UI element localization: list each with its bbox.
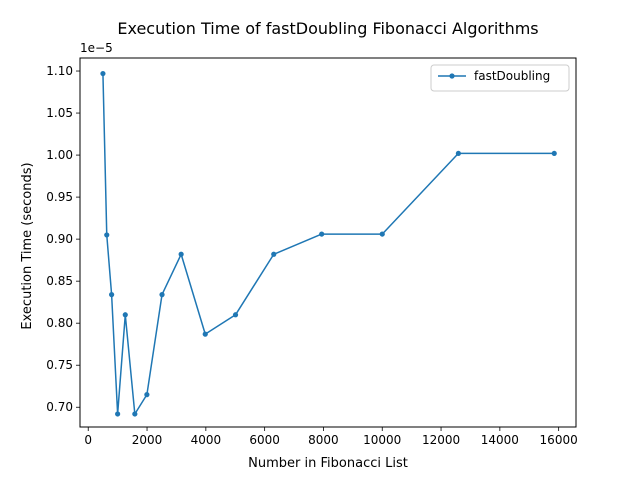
y-tick-label: 0.80 — [46, 316, 73, 330]
legend-marker-swatch — [449, 73, 455, 79]
y-tick-label: 1.05 — [46, 106, 73, 120]
data-point — [132, 411, 138, 417]
data-point — [271, 251, 277, 257]
data-point — [319, 231, 325, 237]
data-point — [115, 411, 121, 417]
series-line — [102, 73, 555, 415]
y-axis-label: Execution Time (seconds) — [20, 162, 35, 329]
y-tick-label: 0.95 — [46, 190, 73, 204]
data-point — [178, 251, 184, 257]
data-point — [144, 392, 150, 398]
x-axis-ticks: 0 2000 4000 6000 8000 10000 12000 14000 16000 — [84, 427, 578, 447]
data-point — [379, 231, 385, 237]
data-point — [202, 331, 208, 337]
data-point — [159, 292, 165, 298]
x-tick-label: 16000 — [540, 433, 578, 447]
data-point — [122, 312, 128, 318]
x-tick-label: 10000 — [363, 433, 401, 447]
data-point — [551, 150, 557, 157]
legend-label: fastDoubling — [474, 69, 550, 83]
x-tick-label: 4000 — [191, 433, 222, 447]
y-tick-label: 0.70 — [46, 400, 73, 414]
legend: fastDoubling — [430, 64, 570, 92]
y-axis-ticks: 0.70 0.75 0.80 0.85 0.90 0.95 1.00 1.05 1.10 — [46, 64, 80, 414]
y-tick-label: 0.85 — [46, 274, 73, 288]
x-axis-label: Number in Fibonacci List — [248, 456, 408, 471]
x-tick-label: 2000 — [132, 433, 163, 447]
y-tick-label: 0.90 — [46, 232, 73, 246]
data-point — [109, 292, 115, 298]
data-point — [100, 70, 106, 77]
x-tick-label: 0 — [84, 433, 92, 447]
data-point — [455, 150, 461, 157]
x-tick-label: 6000 — [249, 433, 280, 447]
chart-title: Execution Time of fastDoubling Fibonacci… — [117, 19, 538, 38]
data-point — [104, 232, 110, 238]
y-tick-label: 0.75 — [46, 358, 73, 372]
plot-frame — [79, 57, 577, 428]
x-tick-label: 14000 — [481, 433, 519, 447]
data-point — [232, 312, 239, 318]
legend-box — [430, 64, 570, 92]
y-offset-label: 1e−5 — [80, 41, 113, 55]
y-tick-label: 1.00 — [46, 148, 73, 162]
x-tick-label: 12000 — [422, 433, 460, 447]
y-tick-label: 1.10 — [46, 64, 73, 78]
x-tick-label: 8000 — [308, 433, 339, 447]
plot-series — [100, 70, 557, 417]
